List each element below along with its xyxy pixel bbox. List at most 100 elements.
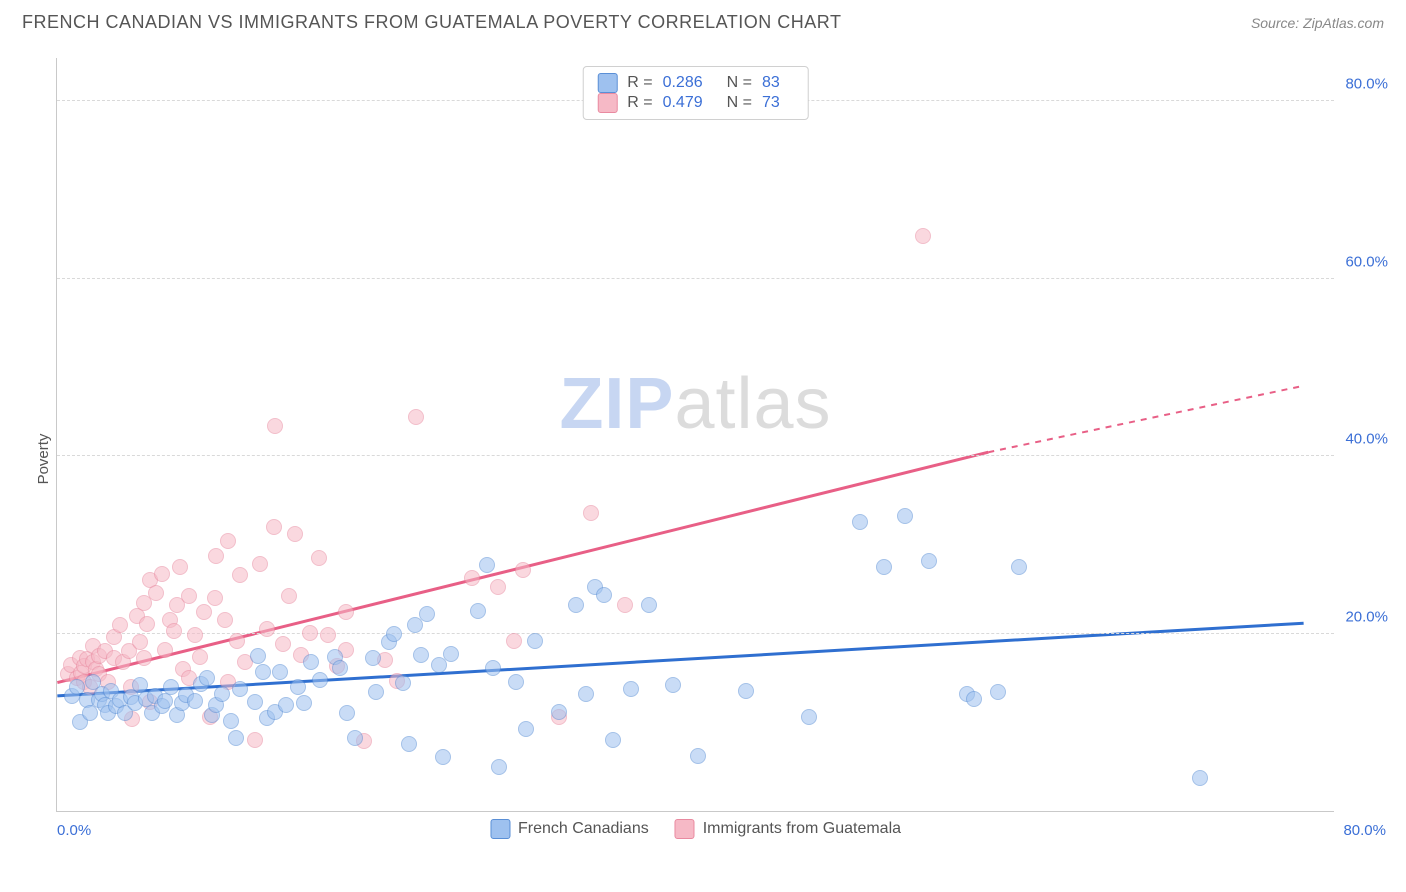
pink-point [490,579,506,595]
blue-point [921,553,937,569]
legend-row-pink: R = 0.479 N = 73 [597,93,794,113]
pink-point [132,634,148,650]
pink-point [408,409,424,425]
blue-point [470,603,486,619]
blue-point [247,694,263,710]
y-tick-label: 60.0% [1345,253,1388,270]
blue-point [395,675,411,691]
pink-point [220,533,236,549]
y-tick-label: 80.0% [1345,76,1388,93]
pink-point [217,612,233,628]
pink-point [311,550,327,566]
blue-point [568,597,584,613]
swatch-blue-icon [490,819,510,839]
blue-point [491,759,507,775]
blue-point [623,681,639,697]
blue-point [228,730,244,746]
pink-point [136,650,152,666]
pink-point [139,616,155,632]
blue-point [665,677,681,693]
series-legend: French Canadians Immigrants from Guatema… [490,819,901,839]
blue-point [296,695,312,711]
blue-point [272,664,288,680]
pink-point [464,570,480,586]
pink-point [338,604,354,620]
source-attribution: Source: ZipAtlas.com [1251,15,1384,31]
blue-point [876,559,892,575]
pink-point [172,559,188,575]
blue-point [479,557,495,573]
blue-point [596,587,612,603]
pink-point [187,627,203,643]
pink-point [259,621,275,637]
pink-point [247,732,263,748]
pink-point [208,548,224,564]
blue-point [401,736,417,752]
blue-point [339,705,355,721]
x-tick-max: 80.0% [1343,822,1386,839]
blue-point [966,691,982,707]
pink-point [281,588,297,604]
blue-point [605,732,621,748]
blue-point [187,693,203,709]
blue-point [485,660,501,676]
blue-point [443,646,459,662]
blue-point [255,664,271,680]
blue-point [332,660,348,676]
pink-point [287,526,303,542]
blue-point [690,748,706,764]
blue-point [303,654,319,670]
blue-point [801,709,817,725]
blue-point [435,749,451,765]
grid-line [57,455,1334,456]
blue-point [518,721,534,737]
pink-point [196,604,212,620]
blue-point [1192,770,1208,786]
pink-point [252,556,268,572]
blue-point [1011,559,1027,575]
pink-point [266,519,282,535]
blue-point [738,683,754,699]
grid-line [57,633,1334,634]
pink-point [154,566,170,582]
pink-point [148,585,164,601]
swatch-pink-icon [675,819,695,839]
blue-point [157,693,173,709]
y-tick-label: 20.0% [1345,608,1388,625]
blue-point [419,606,435,622]
pink-point [915,228,931,244]
blue-point [199,670,215,686]
pink-point [617,597,633,613]
blue-point [578,686,594,702]
pink-point [207,590,223,606]
y-tick-label: 40.0% [1345,431,1388,448]
watermark: ZIPatlas [559,363,831,445]
pink-point [275,636,291,652]
pink-point [229,633,245,649]
swatch-pink [597,93,617,113]
blue-point [641,597,657,613]
pink-point [515,562,531,578]
legend-label-blue: French Canadians [518,820,649,838]
grid-line [57,278,1334,279]
legend-row-blue: R = 0.286 N = 83 [597,73,794,93]
pink-point [267,418,283,434]
blue-point [312,672,328,688]
y-axis-label: Poverty [35,434,52,485]
blue-point [214,686,230,702]
pink-point [506,633,522,649]
chart-title: FRENCH CANADIAN VS IMMIGRANTS FROM GUATE… [22,12,841,33]
pink-point [192,649,208,665]
blue-point [250,648,266,664]
blue-point [278,697,294,713]
x-tick-min: 0.0% [57,822,91,839]
legend-item-pink: Immigrants from Guatemala [675,819,901,839]
pink-point [157,642,173,658]
plot-area: ZIPatlas R = 0.286 N = 83 R = 0.479 N = … [56,58,1334,812]
blue-point [386,626,402,642]
blue-point [163,679,179,695]
pink-point [112,617,128,633]
blue-point [413,647,429,663]
legend-label-pink: Immigrants from Guatemala [703,820,901,838]
blue-point [365,650,381,666]
